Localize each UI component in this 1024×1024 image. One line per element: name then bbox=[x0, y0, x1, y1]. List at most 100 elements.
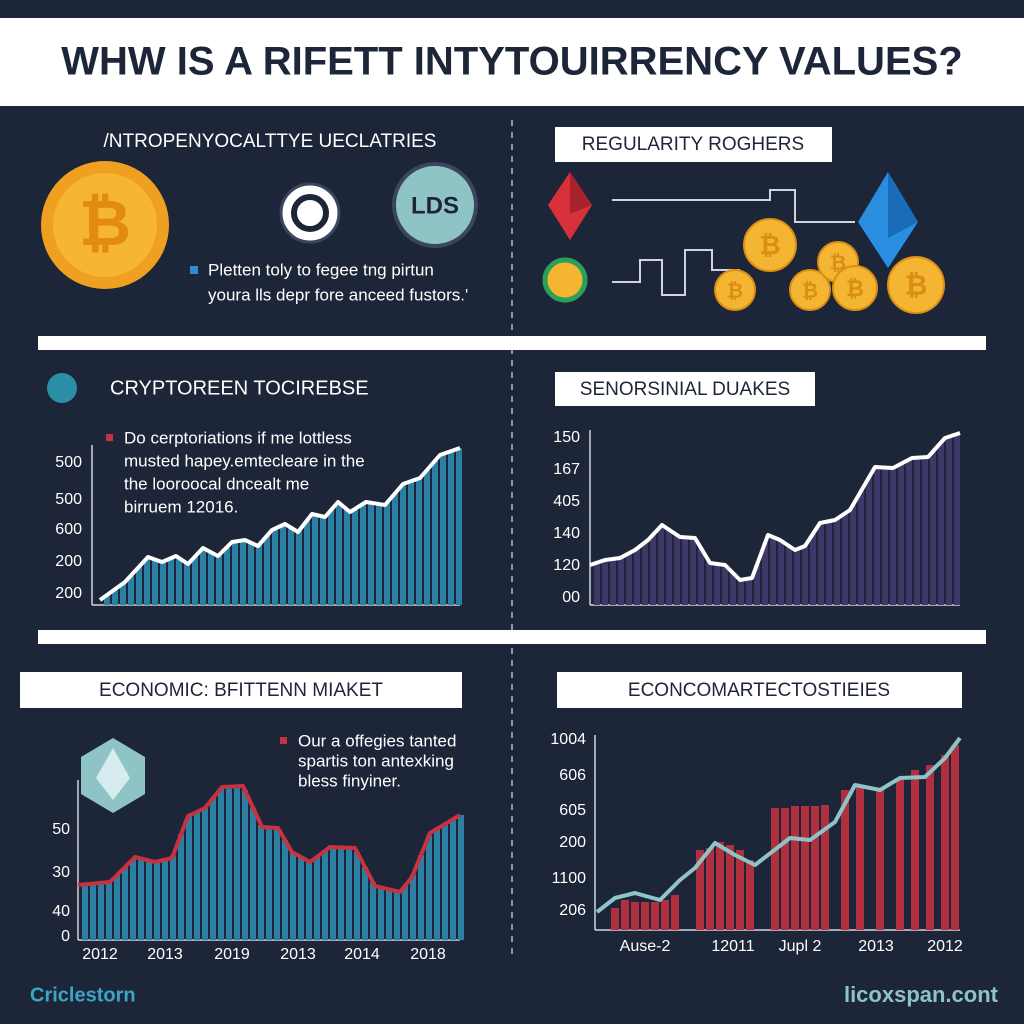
y-label: 120 bbox=[553, 557, 580, 574]
bar bbox=[408, 481, 414, 605]
separator bbox=[38, 336, 986, 350]
trend-line bbox=[77, 784, 462, 894]
bar bbox=[184, 563, 190, 605]
bar bbox=[698, 548, 704, 605]
x-label: 2014 bbox=[344, 946, 380, 963]
coin bbox=[714, 269, 756, 311]
x-label: 2012 bbox=[82, 946, 118, 963]
bar bbox=[138, 858, 144, 940]
bar bbox=[458, 815, 464, 940]
bar bbox=[746, 578, 752, 605]
trend-line bbox=[595, 736, 962, 914]
bar bbox=[866, 477, 872, 605]
bar bbox=[434, 828, 440, 940]
bar bbox=[376, 504, 382, 605]
bar bbox=[456, 448, 462, 605]
bar bbox=[106, 882, 112, 940]
bar bbox=[394, 891, 400, 940]
bar bbox=[954, 434, 960, 605]
y-label: 600 bbox=[55, 521, 82, 538]
coin bbox=[832, 265, 878, 311]
bar bbox=[658, 526, 664, 605]
bar bbox=[344, 509, 350, 605]
bar bbox=[602, 560, 608, 605]
panel-text: musted hapey.emtecleare in the bbox=[124, 451, 365, 470]
bar bbox=[440, 453, 446, 605]
bar bbox=[392, 493, 398, 605]
bar bbox=[216, 555, 222, 605]
bar bbox=[90, 883, 96, 940]
footer-right: licoxspan.cont bbox=[844, 982, 999, 1007]
bar bbox=[666, 529, 672, 605]
bar bbox=[896, 778, 904, 930]
y-label: 605 bbox=[559, 802, 586, 819]
footer-left: Criclestorn bbox=[30, 984, 136, 1006]
bar bbox=[272, 528, 278, 605]
y-label: 200 bbox=[55, 585, 82, 602]
x-label: 2012 bbox=[927, 938, 963, 955]
bar bbox=[256, 544, 262, 605]
bullet bbox=[280, 737, 287, 744]
icon bbox=[888, 172, 918, 238]
bar bbox=[240, 540, 246, 605]
coin bbox=[887, 256, 945, 314]
bar bbox=[280, 524, 286, 605]
bar bbox=[128, 575, 134, 605]
coin-symbol: ₿ bbox=[905, 269, 928, 300]
bar bbox=[690, 537, 696, 605]
bar bbox=[146, 860, 152, 940]
y-label: 167 bbox=[553, 461, 580, 478]
y-label: 206 bbox=[559, 902, 586, 919]
x-label: Ause-2 bbox=[620, 938, 671, 955]
trend-line bbox=[589, 431, 961, 582]
bar bbox=[130, 859, 136, 940]
bar bbox=[706, 848, 714, 930]
bar bbox=[352, 508, 358, 605]
bar bbox=[858, 491, 864, 605]
bar bbox=[336, 502, 342, 605]
bar bbox=[202, 808, 208, 940]
bar bbox=[368, 502, 374, 605]
bar bbox=[346, 847, 352, 940]
bar bbox=[200, 548, 206, 605]
bar bbox=[218, 788, 224, 940]
panel-text: birruem 12016. bbox=[124, 497, 238, 516]
y-label: 140 bbox=[553, 525, 580, 542]
bar bbox=[304, 520, 310, 605]
bar bbox=[330, 847, 336, 940]
bar bbox=[144, 558, 150, 605]
bar bbox=[154, 861, 160, 940]
coin-symbol: ₿ bbox=[846, 276, 864, 301]
bar bbox=[650, 534, 656, 605]
y-label: 50 bbox=[52, 821, 70, 838]
bar bbox=[208, 552, 214, 605]
trend-line bbox=[98, 446, 461, 602]
bar bbox=[192, 556, 198, 605]
coin-symbol: ₿ bbox=[830, 252, 846, 274]
bar bbox=[432, 460, 438, 605]
bar bbox=[762, 543, 768, 605]
panel-heading: ECONOMIC: BFITTENN MIAKET bbox=[99, 680, 383, 701]
bar bbox=[738, 579, 744, 605]
bar bbox=[811, 806, 819, 930]
bar bbox=[621, 900, 629, 930]
bar bbox=[410, 874, 416, 940]
bar bbox=[911, 770, 919, 930]
bar bbox=[288, 527, 294, 605]
bar bbox=[791, 806, 799, 930]
bar bbox=[360, 503, 366, 605]
icon bbox=[542, 257, 588, 303]
bar bbox=[120, 583, 126, 605]
bar bbox=[794, 549, 800, 605]
y-label: 0 bbox=[61, 928, 70, 945]
bar bbox=[168, 558, 174, 605]
bar bbox=[951, 745, 959, 930]
icon bbox=[47, 373, 77, 403]
y-label: 500 bbox=[55, 454, 82, 471]
bar bbox=[416, 478, 422, 605]
panel-heading: SENORSINIAL DUAKES bbox=[580, 379, 790, 400]
bar bbox=[841, 790, 849, 930]
y-label: 40 bbox=[52, 903, 70, 920]
bar bbox=[926, 765, 934, 930]
